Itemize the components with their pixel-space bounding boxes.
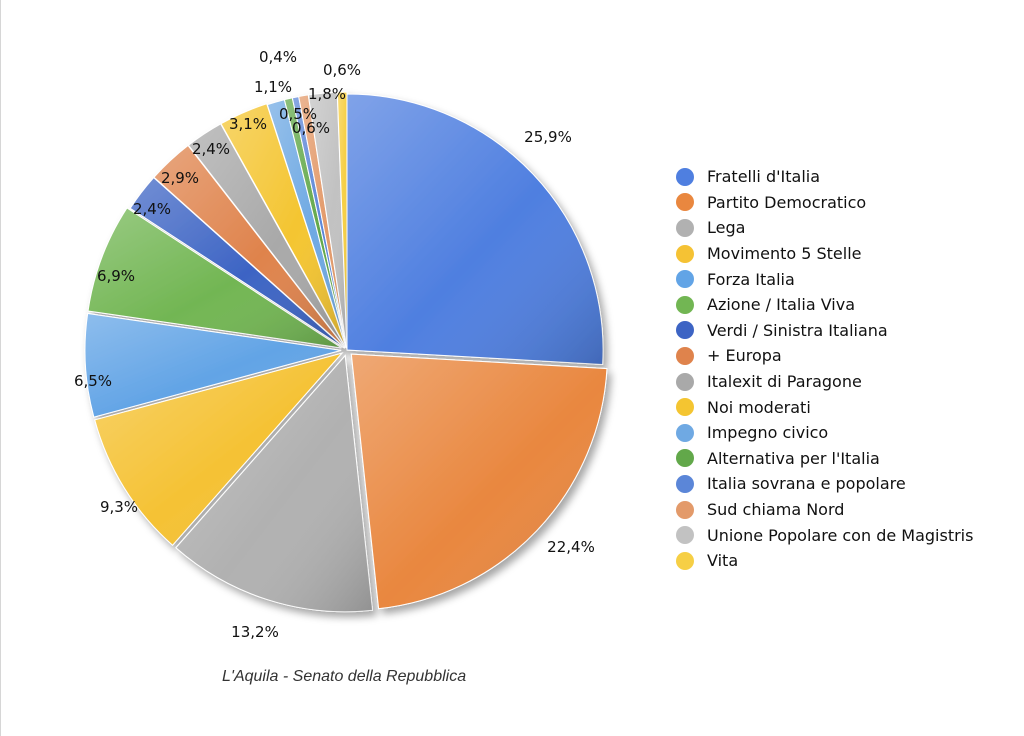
pie-slice-shading	[292, 96, 347, 349]
legend-swatch	[676, 423, 694, 442]
legend-label: Forza Italia	[707, 269, 795, 289]
legend-label: Italexit di Paragone	[707, 372, 862, 392]
pie-slice-shading	[308, 92, 347, 349]
pie-slice-shading	[85, 313, 342, 418]
pct-label-italia-sovrana-e-popolare: 0,4%	[259, 48, 297, 66]
legend-item-noi-moderati: Noi moderati	[676, 394, 973, 420]
legend-item-forza-italia: Forza Italia	[676, 266, 973, 292]
legend-item-verdi-sinistra-italiana: Verdi / Sinistra Italiana	[676, 318, 973, 344]
legend-swatch	[676, 295, 694, 314]
legend-item-italia-sovrana-e-popolare: Italia sovrana e popolare	[676, 471, 973, 497]
legend-swatch	[676, 244, 694, 263]
legend-item-azione-italia-viva: Azione / Italia Viva	[676, 292, 973, 318]
pct-label-europa: 2,9%	[161, 169, 199, 187]
pie-slice-shading	[221, 103, 346, 348]
legend-swatch	[676, 270, 694, 289]
pie-slice-shading	[298, 94, 347, 349]
pct-label-azione-italia-viva: 6,9%	[97, 267, 135, 285]
pie-slice-shading	[188, 123, 346, 348]
legend-item-unione-popolare-con-de-magistris: Unione Popolare con de Magistris	[676, 522, 973, 548]
legend-label: Movimento 5 Stelle	[707, 244, 862, 264]
pct-label-alternativa-per-l-italia: 0,5%	[279, 105, 317, 123]
pct-label-lega: 13,2%	[231, 623, 279, 641]
legend-swatch	[676, 551, 694, 570]
legend-label: Impegno civico	[707, 423, 829, 443]
pct-label-vita: 0,6%	[323, 61, 361, 79]
pct-label-unione-popolare-con-de-magistris: 1,8%	[308, 85, 346, 103]
pie-slice-shading	[337, 92, 347, 349]
legend-label: Vita	[707, 551, 739, 571]
pct-label-fratelli-d-italia: 25,9%	[524, 128, 572, 146]
pie-slice-shading	[267, 99, 347, 349]
pie-slice-shading	[153, 145, 345, 348]
legend-swatch	[676, 346, 694, 365]
legend-label: Verdi / Sinistra Italiana	[707, 320, 888, 340]
legend-label: Sud chiama Nord	[707, 500, 845, 520]
pct-label-movimento-5-stelle: 9,3%	[100, 498, 138, 516]
legend-swatch	[676, 398, 694, 417]
legend-label: Partito Democratico	[707, 192, 867, 212]
legend-item-europa: + Europa	[676, 343, 973, 369]
legend-item-sud-chiama-nord: Sud chiama Nord	[676, 497, 973, 523]
pct-label-noi-moderati: 3,1%	[229, 115, 267, 133]
legend-swatch	[676, 474, 694, 493]
pct-label-sud-chiama-nord: 0,6%	[292, 119, 330, 137]
pct-label-impegno-civico: 1,1%	[254, 78, 292, 96]
legend-swatch	[676, 218, 694, 237]
legend: Fratelli d'Italia Partito Democratico Lega…	[676, 164, 973, 574]
legend-item-lega: Lega	[676, 215, 973, 241]
pie-slices	[84, 91, 608, 613]
legend-label: Italia sovrana e popolare	[707, 474, 906, 494]
legend-item-partito-democratico: Partito Democratico	[676, 190, 973, 216]
pie-slice-shading	[175, 355, 373, 612]
legend-label: Azione / Italia Viva	[707, 295, 856, 315]
legend-swatch	[676, 321, 694, 340]
legend-item-vita: Vita	[676, 548, 973, 574]
pct-label-italexit-di-paragone: 2,4%	[192, 140, 230, 158]
legend-item-impegno-civico: Impegno civico	[676, 420, 973, 446]
legend-item-fratelli-d-italia: Fratelli d'Italia	[676, 164, 973, 190]
legend-item-movimento-5-stelle: Movimento 5 Stelle	[676, 241, 973, 267]
pie-slice-shading	[284, 97, 347, 349]
legend-swatch	[676, 193, 694, 212]
chart-caption: L'Aquila - Senato della Repubblica	[222, 668, 467, 685]
legend-swatch	[676, 449, 694, 468]
pct-label-verdi-sinistra-italiana: 2,4%	[133, 200, 171, 218]
legend-item-italexit-di-paragone: Italexit di Paragone	[676, 369, 973, 395]
legend-label: Fratelli d'Italia	[707, 167, 821, 187]
legend-swatch	[676, 167, 694, 186]
pct-label-partito-democratico: 22,4%	[547, 538, 595, 556]
legend-swatch	[676, 526, 694, 545]
pie-slice-shading	[88, 208, 342, 348]
legend-label: + Europa	[707, 346, 782, 366]
legend-label: Lega	[707, 218, 746, 238]
legend-label: Unione Popolare con de Magistris	[707, 525, 974, 545]
legend-swatch	[676, 372, 694, 391]
pct-label-forza-italia: 6,5%	[74, 372, 112, 390]
legend-label: Noi moderati	[707, 397, 811, 417]
legend-label: Alternativa per l'Italia	[707, 448, 880, 468]
legend-swatch	[676, 500, 694, 519]
pie-slice-shading	[94, 353, 342, 546]
pie-slice-shading	[130, 177, 345, 349]
pie-slice-shading	[347, 94, 604, 365]
pie-slice-shading	[351, 354, 607, 609]
legend-item-alternativa-per-l-italia: Alternativa per l'Italia	[676, 446, 973, 472]
percentage-labels: 25,9% 22,4% 13,2% 9,3% 6,5% 6,9% 2,4% 2,9% 2,4% 3…	[74, 48, 595, 641]
